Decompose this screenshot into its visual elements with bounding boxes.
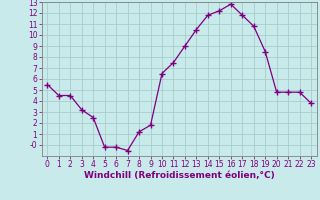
X-axis label: Windchill (Refroidissement éolien,°C): Windchill (Refroidissement éolien,°C) [84, 171, 275, 180]
